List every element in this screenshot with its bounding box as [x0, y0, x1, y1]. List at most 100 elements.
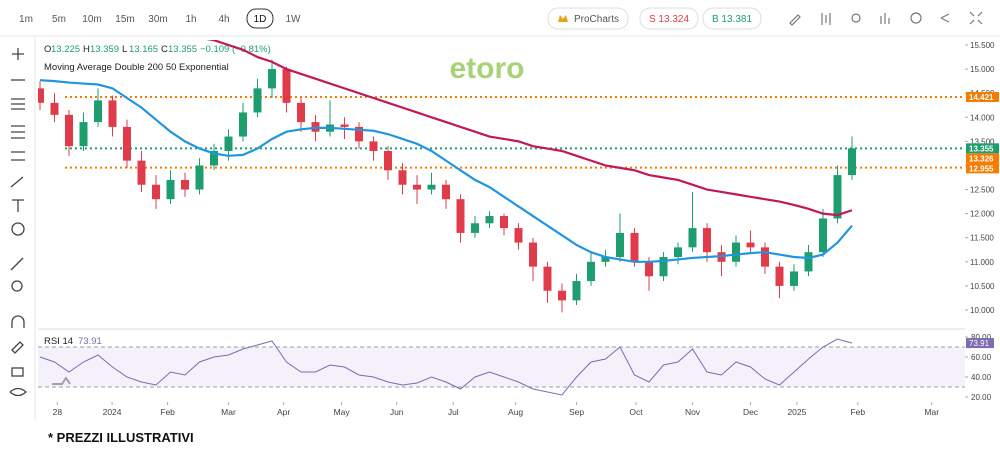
interval-button[interactable]: 10m [82, 14, 101, 25]
pencil-tool[interactable] [11, 341, 24, 354]
settings-icon[interactable] [851, 13, 861, 23]
x-tick-label: Jul [448, 407, 459, 417]
crosshair-tool[interactable] [12, 48, 24, 60]
ohlc-key: H [83, 44, 90, 55]
candle-body [224, 136, 233, 151]
magnet-tool[interactable] [11, 315, 25, 328]
interval-button[interactable]: 5m [52, 14, 66, 25]
y-tick-label: 15.000 [970, 65, 995, 74]
candle-body [123, 126, 131, 161]
candle-body [38, 88, 44, 103]
indicator-label: Moving Average Double 200 50 Exponential [44, 62, 229, 73]
candle-body [761, 247, 769, 267]
rsi-tag-label: 73.91 [969, 339, 990, 348]
y-tick-label: 14.000 [970, 113, 995, 122]
x-tick-label: Dec [743, 407, 759, 417]
text-tool[interactable] [12, 199, 24, 212]
emoji-tool[interactable] [11, 222, 25, 236]
eye-tool[interactable] [9, 387, 27, 397]
candle-body [282, 69, 291, 103]
candle-body [848, 148, 856, 176]
x-tick-label: Feb [160, 407, 175, 417]
procharts-button[interactable] [547, 7, 629, 30]
toolbar-icons [789, 11, 983, 26]
ohlc-value: 13.225 [51, 44, 80, 55]
x-tick-label: Oct [629, 407, 643, 417]
candle-body [688, 228, 697, 248]
candle-body [645, 261, 653, 277]
top-bar [0, 0, 1000, 36]
rsi-tick-label: 60.00 [971, 353, 992, 362]
candle-body [79, 122, 88, 147]
rsi-tag [966, 338, 994, 349]
candle-body [529, 242, 537, 267]
candle-body [239, 112, 247, 137]
crown-icon [558, 15, 568, 22]
buy-button[interactable] [702, 7, 762, 30]
candle-body [50, 102, 59, 115]
lock-tool[interactable] [11, 367, 24, 377]
interval-button[interactable]: 30m [148, 14, 167, 25]
ruler-tool[interactable] [10, 257, 24, 271]
add-icon[interactable] [910, 12, 922, 24]
fullscreen-icon[interactable] [969, 11, 983, 25]
x-tick-label: Sep [569, 407, 584, 417]
candle-body [601, 257, 610, 262]
candle-body [572, 281, 581, 301]
legend: O 13.225 H 13.359 L 13.165 C 13.355 −0.109 (−0.8… [44, 44, 271, 55]
y-tick-label: 11.500 [970, 234, 994, 243]
x-tick-label: Apr [277, 407, 290, 417]
interval-button[interactable]: 15m [115, 14, 134, 25]
price-tag [966, 153, 999, 164]
candle-body [558, 290, 566, 301]
x-tick-label: Jun [390, 407, 404, 417]
candle-body [268, 69, 276, 89]
fib-tool[interactable] [11, 125, 25, 139]
chart-type-icon[interactable] [880, 13, 890, 24]
rsi-tick-label: 20.00 [971, 393, 992, 402]
draw-icon[interactable] [789, 14, 801, 26]
price-tag-label: 12.955 [969, 164, 994, 173]
y-tick-label: 13.500 [970, 137, 995, 146]
candle-body [485, 216, 494, 224]
sell-button[interactable] [639, 7, 699, 30]
candle-body [659, 257, 668, 277]
y-tick-label: 11.000 [970, 258, 994, 267]
share-icon[interactable] [940, 13, 950, 23]
lines-tool[interactable] [11, 98, 25, 110]
ohlc-key: C [161, 44, 168, 55]
interval-button[interactable]: 1h [185, 14, 196, 25]
candle-body [630, 232, 639, 262]
interval-button[interactable]: 1W [286, 14, 302, 25]
zoom-tool[interactable] [11, 280, 23, 292]
candle-body [746, 242, 755, 248]
candle-body [181, 179, 189, 190]
candle-body [108, 100, 117, 127]
candle-body [732, 242, 740, 262]
plot [38, 40, 965, 313]
candle-body [500, 216, 508, 229]
interval-button[interactable]: 1D [254, 14, 267, 25]
candle-body [427, 184, 436, 190]
interval-button[interactable]: 4h [218, 14, 229, 25]
rsi-tick-label: 40.00 [971, 373, 992, 382]
candle-body [166, 179, 175, 200]
candle-body [384, 151, 392, 171]
moving-average [206, 40, 853, 217]
brush-tool[interactable] [10, 176, 24, 188]
interval-button[interactable]: 1m [19, 14, 33, 25]
y-tick-label: 10.500 [970, 282, 995, 291]
candle-body [674, 247, 682, 257]
candle-body [253, 88, 262, 113]
x-tick-label: Feb [850, 407, 865, 417]
interval-group: 1m 5m 10m 15m 30m 1h 4h 1D 1W [19, 8, 302, 29]
x-tick-label: 28 [53, 407, 63, 417]
indicators-icon[interactable] [821, 13, 831, 25]
change-value: −0.109 (−0.81%) [200, 44, 271, 55]
procharts-label: ProCharts [574, 14, 619, 25]
channel-tool[interactable] [11, 151, 25, 161]
logo: etoro [450, 52, 525, 85]
candle-body [616, 232, 624, 257]
candle-body [210, 151, 218, 166]
